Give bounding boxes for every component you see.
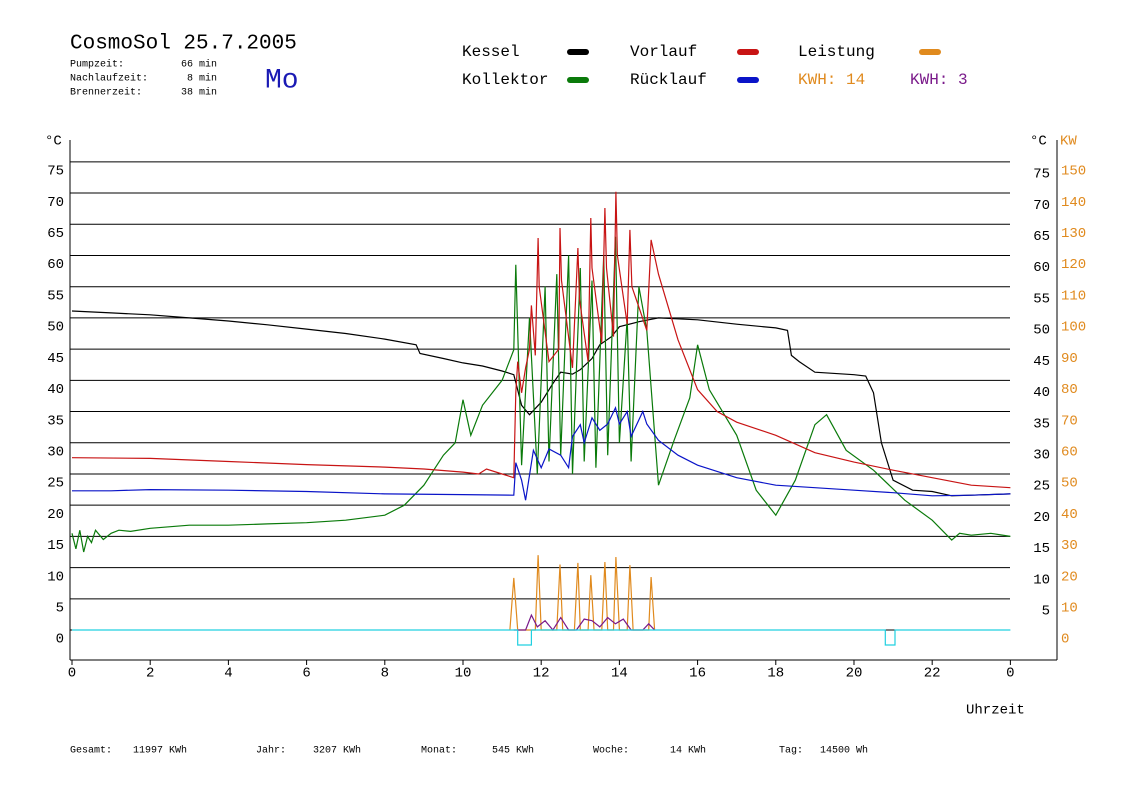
y-tick-label: 15 (47, 538, 64, 554)
y-right-tick-label: 45 (1033, 354, 1050, 370)
y2-tick-label: 60 (1061, 444, 1078, 460)
x-tick-label: 10 (455, 666, 472, 682)
y-right-tick-label: 50 (1033, 323, 1050, 339)
total-value: 11997 KWh (133, 745, 187, 757)
x-tick-label: 16 (689, 666, 706, 682)
y-tick-label: 50 (47, 320, 64, 336)
y-right-tick-label: 25 (1033, 479, 1050, 495)
x-tick-label: 18 (767, 666, 784, 682)
total-label: Woche: (593, 745, 629, 757)
series-line (72, 406, 1011, 501)
stat-value: 66 min (181, 59, 217, 71)
stat-label: Nachlaufzeit: (70, 73, 148, 85)
y2-tick-label: 40 (1061, 507, 1078, 523)
series-line (71, 310, 1011, 497)
x-tick-label: 0 (1006, 666, 1014, 682)
y2-tick-label: 70 (1061, 413, 1078, 429)
y-right-tick-label: 30 (1033, 447, 1050, 463)
y2-tick-label: 90 (1061, 351, 1078, 367)
y2-tick-label: 30 (1061, 538, 1078, 554)
y-right-tick-label: 70 (1033, 198, 1050, 214)
x-tick-label: 0 (68, 666, 76, 682)
x-tick-label: 8 (381, 666, 389, 682)
y-right-tick-label: 15 (1033, 541, 1050, 557)
y2-tick-label: 120 (1061, 257, 1086, 273)
y-tick-label: 20 (47, 507, 64, 523)
y-right-tick-label: 55 (1033, 291, 1050, 307)
y-right-tick-label: 65 (1033, 229, 1050, 245)
y2-axis-label: KW (1060, 134, 1077, 150)
stat-value: 38 min (181, 87, 217, 99)
y-right-tick-label: 60 (1033, 260, 1050, 276)
total-value: 3207 KWh (313, 745, 361, 757)
energy-label: KWH: 14 (798, 71, 865, 89)
x-tick-label: 6 (302, 666, 310, 682)
stat-label: Brennerzeit: (70, 87, 142, 99)
x-axis-label: Uhrzeit (966, 703, 1025, 719)
stat-label: Pumpzeit: (70, 59, 124, 71)
y-right-tick-label: 75 (1033, 167, 1050, 183)
y-tick-label: 45 (47, 351, 64, 367)
x-tick-label: 22 (924, 666, 941, 682)
legend-label: Kollektor (462, 71, 548, 89)
y-tick-label: 30 (47, 444, 64, 460)
legend-label: Leistung (798, 43, 875, 61)
legend-label: Rücklauf (630, 71, 707, 89)
y2-tick-label: 20 (1061, 569, 1078, 585)
y-tick-label: 5 (56, 601, 64, 617)
y2-tick-label: 150 (1061, 164, 1086, 180)
total-label: Monat: (421, 746, 457, 757)
legend-label: Vorlauf (630, 43, 697, 61)
chart-title: CosmoSol 25.7.2005 (70, 33, 297, 56)
y-tick-label: 60 (47, 257, 64, 273)
y-tick-label: 40 (47, 382, 64, 398)
energy-label: KWH: 3 (910, 71, 968, 89)
y2-tick-label: 10 (1061, 601, 1078, 617)
total-value: 14500 Wh (820, 745, 868, 757)
y-tick-label: 10 (47, 569, 64, 585)
y2-tick-label: 130 (1061, 226, 1086, 242)
y-tick-label: 0 (56, 632, 64, 648)
y-axis-label: °C (45, 134, 62, 150)
y2-tick-label: 80 (1061, 382, 1078, 398)
y-tick-label: 55 (47, 288, 64, 304)
x-tick-label: 14 (611, 666, 628, 682)
y-right-tick-label: 5 (1042, 604, 1050, 620)
y-right-tick-label: 20 (1033, 510, 1050, 526)
y2-axis-unit: °C (1030, 134, 1047, 150)
y-right-tick-label: 40 (1033, 385, 1050, 401)
series-line (509, 555, 656, 631)
weekday: Mo (265, 65, 299, 96)
y2-tick-label: 50 (1061, 476, 1078, 492)
y-right-tick-label: 35 (1033, 416, 1050, 432)
y2-tick-label: 100 (1061, 320, 1086, 336)
stat-value: 8 min (187, 73, 217, 85)
y-tick-label: 75 (47, 164, 64, 180)
y-tick-label: 65 (47, 226, 64, 242)
series-line (72, 629, 1011, 646)
x-tick-label: 4 (224, 666, 232, 682)
y-tick-label: 70 (47, 195, 64, 211)
total-label: Gesamt: (70, 746, 112, 757)
y2-tick-label: 0 (1061, 632, 1069, 648)
y2-tick-label: 110 (1061, 288, 1086, 304)
x-tick-label: 2 (146, 666, 154, 682)
total-value: 545 KWh (492, 745, 534, 757)
series-line (71, 191, 1011, 489)
total-label: Jahr: (256, 745, 286, 757)
y2-tick-label: 140 (1061, 195, 1086, 211)
total-value: 14 KWh (670, 745, 706, 757)
y-tick-label: 25 (47, 476, 64, 492)
x-tick-label: 20 (846, 666, 863, 682)
y-tick-label: 35 (47, 413, 64, 429)
x-tick-label: 12 (533, 666, 550, 682)
y-right-tick-label: 10 (1033, 572, 1050, 588)
legend-label: Kessel (462, 43, 520, 61)
total-label: Tag: (779, 746, 803, 757)
